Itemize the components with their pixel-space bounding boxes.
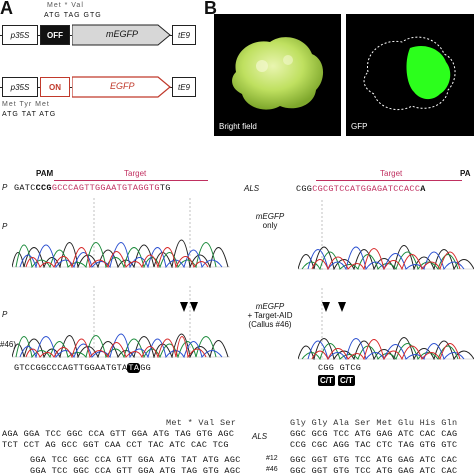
- right-reference-seq: CGGCGCGTCCATGGAGATCCACCA: [296, 184, 426, 194]
- left-edited-seq: GTCCGGCCCAGTTGGAATGTATAGG: [14, 363, 152, 373]
- bright-field-image: Bright field: [214, 14, 341, 136]
- left-pam-label: PAM: [36, 169, 54, 178]
- off-box: OFF: [40, 25, 70, 45]
- right-chromatogram-1: [298, 200, 474, 270]
- left-row2-sub: #46): [0, 340, 17, 349]
- bottom-construct-aa: Met Tyr Met: [2, 101, 50, 108]
- right-mutation-1: C/T: [318, 375, 335, 386]
- panel-label-b: B: [204, 0, 217, 18]
- right-align-line2: CCG CGC AGG TAC CTC TAG GTG GTC: [290, 440, 458, 450]
- left-target-bar: [54, 180, 208, 181]
- p35s-box-bottom: p35S: [2, 77, 38, 97]
- right-pam-label: PA: [460, 169, 471, 178]
- right-edited-seq: CGG GTCG: [318, 363, 362, 373]
- megfp-label: mEGFP: [106, 29, 139, 39]
- right-row2-label: mEGFP + Target-AID (Callus #46): [247, 302, 293, 330]
- left-target-label: Target: [124, 169, 147, 178]
- megfp-arrow: [72, 24, 171, 46]
- left-chromatogram-2: [12, 286, 230, 358]
- left-align-line2: TCT CCT AG GCC GGT CAA CCT TAC ATC CAC T…: [2, 440, 229, 450]
- right-row1-label: mEGFP only: [255, 212, 285, 231]
- right-clone2-label: #46: [266, 466, 278, 473]
- te9-box-bottom: tE9: [172, 77, 196, 97]
- right-gene-label: ALS: [244, 184, 260, 193]
- right-target-label: Target: [380, 169, 403, 178]
- left-align-line3: GGA TCC GGC CCA GTT GGA ATG TAT ATG AGC: [30, 455, 241, 465]
- gfp-caption: GFP: [351, 122, 368, 131]
- left-align-line4: GGA TCC GGC CCA GTT GGA ATG TAG GTG AGC: [30, 466, 241, 476]
- on-box: ON: [40, 77, 70, 97]
- right-chromatogram-2: [298, 288, 474, 360]
- top-construct-aa: Met * Val: [47, 2, 84, 9]
- right-align-header: Gly Gly Ala Ser Met Glu His Gln: [290, 418, 458, 428]
- bottom-construct-codons: ATG TAT ATG: [2, 111, 57, 118]
- p35s-box-top: p35S: [2, 25, 38, 45]
- panel-label-a: A: [0, 0, 13, 18]
- right-mutation-arrow-2: [338, 302, 346, 312]
- gfp-image: GFP: [346, 14, 474, 136]
- right-clone2-seq: GGC GGT GTG TCC ATG GAG ATC CAC: [290, 466, 458, 476]
- left-row2-label: P: [2, 310, 8, 319]
- top-construct-codons: ATG TAG GTG: [44, 12, 102, 19]
- right-mutation-arrow-1: [322, 302, 330, 312]
- right-mutation-2: C/T: [338, 375, 355, 386]
- right-clone1-label: #12: [266, 455, 278, 462]
- egfp-label: EGFP: [110, 81, 135, 91]
- right-clone1-seq: GGC GGT GTG TCC ATG GAG ATC CAC: [290, 455, 458, 465]
- left-gene-label: P: [2, 183, 8, 192]
- left-chromatogram-1: [12, 198, 230, 268]
- mutation-arrow-1: [180, 302, 188, 312]
- right-align-gene: ALS: [252, 432, 268, 441]
- left-reference-seq: GATCCCGGCCCAGTTGGAATGTAGGTGTG: [14, 183, 171, 193]
- egfp-arrow: [72, 76, 171, 98]
- te9-box-top: tE9: [172, 25, 196, 45]
- bright-field-caption: Bright field: [219, 122, 257, 131]
- left-align-header: Met * Val Ser: [166, 418, 237, 428]
- left-row1-label: P: [2, 222, 8, 231]
- right-target-bar: [316, 180, 462, 181]
- mutation-arrow-2: [190, 302, 198, 312]
- left-align-line1: AGA GGA TCC GGC CCA GTT GGA ATG TAG GTG …: [2, 429, 235, 439]
- right-align-line1: GGC GCG TCC ATG GAG ATC CAC CAG: [290, 429, 458, 439]
